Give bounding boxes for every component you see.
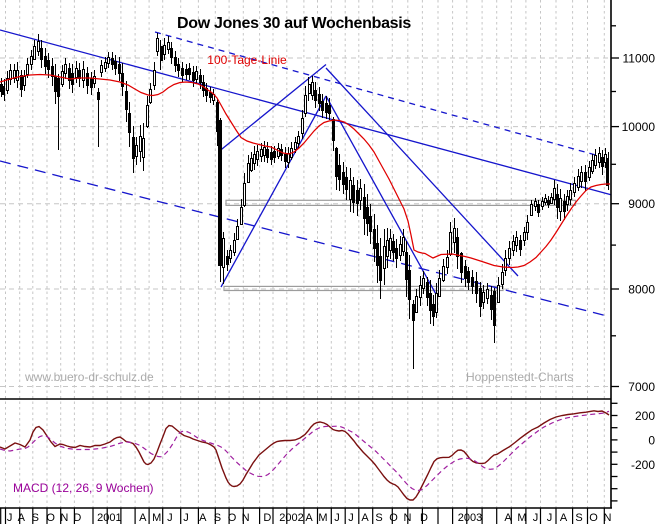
svg-text:MACD (12, 26, 9 Wochen): MACD (12, 26, 9 Wochen) — [13, 481, 154, 495]
svg-text:O: O — [46, 512, 55, 524]
svg-text:J: J — [334, 512, 340, 524]
svg-text:-200: -200 — [631, 458, 655, 472]
svg-text:N: N — [60, 512, 68, 524]
svg-text:Hoppenstedt-Charts: Hoppenstedt-Charts — [466, 370, 573, 384]
svg-text:0: 0 — [648, 433, 655, 447]
svg-text:J: J — [183, 512, 189, 524]
svg-text:Dow Jones 30 auf Wochenbasis: Dow Jones 30 auf Wochenbasis — [177, 15, 411, 32]
svg-text:A: A — [18, 512, 26, 524]
svg-text:M: M — [152, 512, 161, 524]
svg-text:A: A — [199, 512, 207, 524]
svg-text:D: D — [263, 512, 271, 524]
svg-text:N: N — [404, 512, 412, 524]
svg-text:N: N — [604, 512, 612, 524]
svg-text:200: 200 — [635, 409, 655, 423]
svg-text:A: A — [560, 512, 568, 524]
svg-text:7000: 7000 — [628, 380, 655, 394]
svg-text:11000: 11000 — [623, 52, 656, 66]
svg-text:8000: 8000 — [628, 283, 655, 297]
svg-text:A: A — [139, 512, 147, 524]
svg-text:A: A — [504, 512, 512, 524]
svg-text:O: O — [389, 512, 398, 524]
svg-text:A: A — [361, 512, 369, 524]
svg-text:J: J — [348, 512, 354, 524]
svg-text:N: N — [242, 512, 250, 524]
svg-text:2001: 2001 — [97, 512, 121, 524]
svg-text:www.buero-dr-schulz.de: www.buero-dr-schulz.de — [24, 370, 154, 384]
svg-text:O: O — [589, 512, 598, 524]
svg-text:D: D — [73, 512, 81, 524]
svg-text:S: S — [32, 512, 39, 524]
svg-text:M: M — [318, 512, 327, 524]
svg-text:J: J — [7, 512, 13, 524]
svg-text:9000: 9000 — [628, 197, 655, 211]
svg-text:D: D — [420, 512, 428, 524]
svg-text:A: A — [305, 512, 313, 524]
svg-text:M: M — [517, 512, 526, 524]
svg-text:S: S — [375, 512, 382, 524]
svg-text:100-Tage-Linie: 100-Tage-Linie — [207, 53, 287, 67]
svg-text:2003: 2003 — [458, 512, 482, 524]
svg-text:S: S — [575, 512, 582, 524]
svg-text:10000: 10000 — [622, 120, 656, 134]
svg-text:O: O — [228, 512, 237, 524]
svg-text:J: J — [167, 512, 173, 524]
svg-text:S: S — [214, 512, 221, 524]
svg-text:J: J — [533, 512, 539, 524]
svg-text:2002: 2002 — [279, 512, 303, 524]
svg-text:J: J — [547, 512, 553, 524]
